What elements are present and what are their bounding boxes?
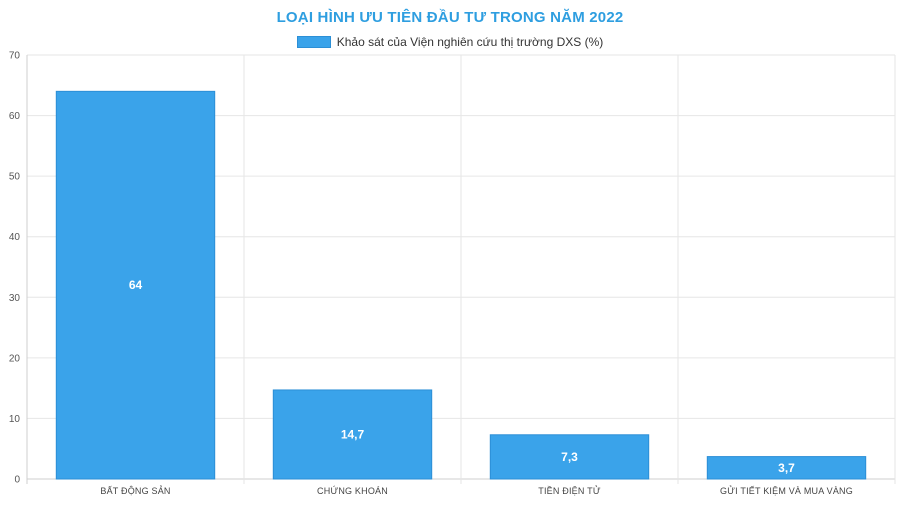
y-tick-label: 20	[9, 353, 21, 364]
y-tick-label: 70	[9, 51, 21, 62]
legend[interactable]: Khảo sát của Viện nghiên cứu thị trường …	[0, 35, 900, 49]
y-tick-label: 30	[9, 293, 21, 304]
bar[interactable]	[55, 90, 216, 480]
data-label: 7,3	[561, 450, 578, 464]
axes: 0 10 20 30 40 50 60 70 BẤT ĐỘNG SẢN CHỨNG KHOÁN TI…	[9, 51, 853, 497]
x-tick-label: GỬI TIẾT KIỆM VÀ MUA VÀNG	[720, 485, 853, 496]
bar[interactable]	[489, 434, 650, 480]
data-label: 3,7	[778, 461, 795, 475]
y-tick-label: 0	[14, 475, 20, 486]
legend-label: Khảo sát của Viện nghiên cứu thị trường …	[336, 35, 604, 49]
bar[interactable]	[706, 456, 867, 480]
chart-title: LOẠI HÌNH ƯU TIÊN ĐẦU TƯ TRONG NĂM 2022	[276, 9, 624, 26]
y-tick-label: 40	[9, 232, 21, 243]
x-tick-label: BẤT ĐỘNG SẢN	[100, 485, 170, 496]
y-tick-label: 50	[9, 172, 21, 183]
x-tick-label: TIỀN ĐIỆN TỬ	[538, 485, 601, 496]
legend-swatch	[296, 36, 331, 48]
bar[interactable]	[272, 389, 433, 480]
bars	[55, 90, 867, 480]
data-label: 14,7	[341, 427, 365, 441]
y-tick-label: 60	[9, 111, 21, 122]
data-label: 64	[129, 278, 143, 292]
y-tick-label: 10	[9, 414, 21, 425]
x-tick-label: CHỨNG KHOÁN	[317, 486, 388, 496]
data-labels: 64 14,7 7,3 3,7	[129, 278, 795, 475]
